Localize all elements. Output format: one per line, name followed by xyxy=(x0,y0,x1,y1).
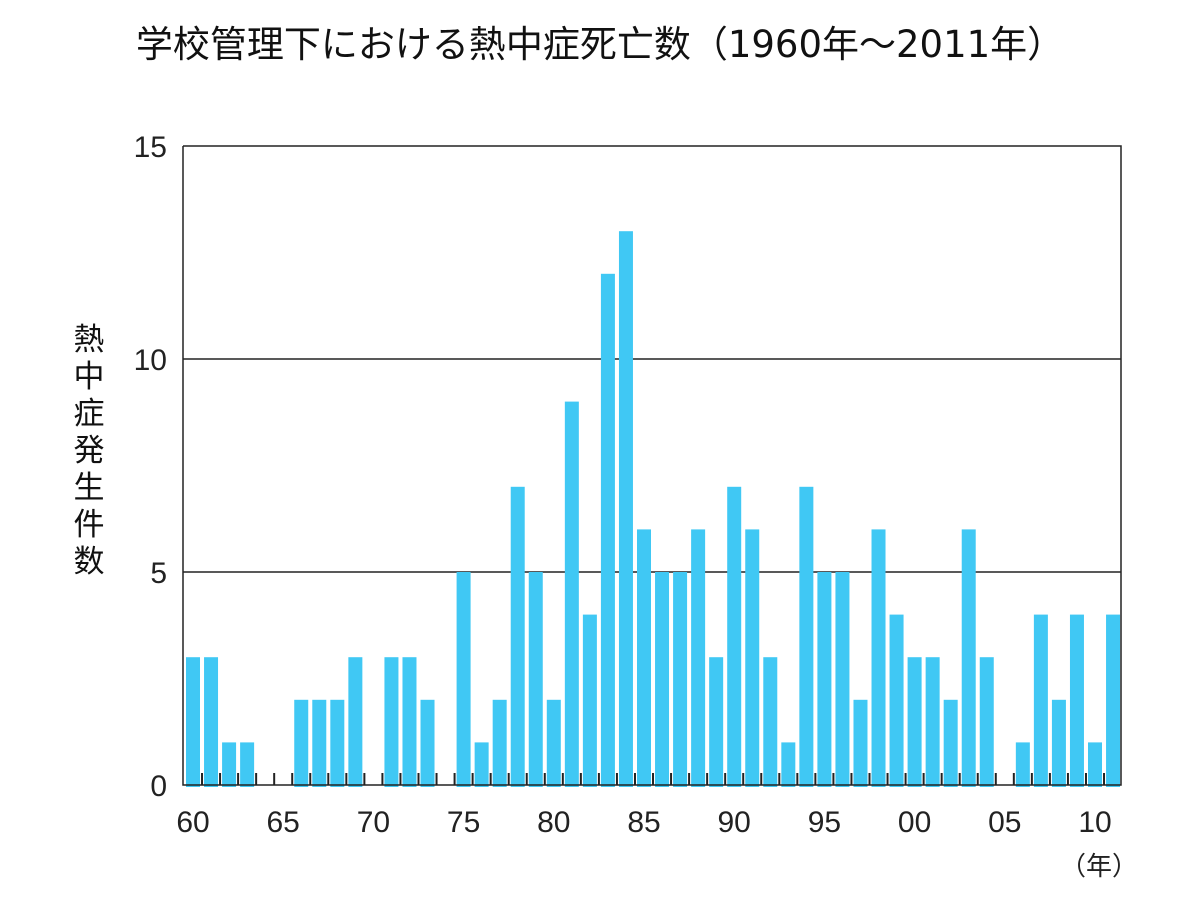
bar-1968 xyxy=(330,699,345,787)
bar-1986 xyxy=(655,572,670,787)
x-tick-label: 80 xyxy=(537,806,570,839)
bar-1973 xyxy=(420,699,435,787)
bar-1999 xyxy=(889,614,904,787)
bar-1984 xyxy=(618,231,633,787)
bar-1972 xyxy=(402,657,417,787)
bar-2010 xyxy=(1088,742,1102,787)
bar-1998 xyxy=(871,529,886,787)
y-tick-label: 0 xyxy=(150,770,167,803)
bar-2002 xyxy=(943,699,958,787)
bar-1988 xyxy=(691,529,706,787)
x-tick-label: 10 xyxy=(1078,806,1111,839)
plot-frame xyxy=(182,145,1122,786)
x-tick-label: 95 xyxy=(808,806,841,839)
bar-1969 xyxy=(348,657,363,787)
bar-1987 xyxy=(673,572,688,787)
bar-2003 xyxy=(961,529,976,787)
bar-1989 xyxy=(709,657,724,787)
bar-1975 xyxy=(456,572,471,787)
y-tick-label: 15 xyxy=(134,131,167,164)
chart-title: 学校管理下における熱中症死亡数（1960年～2011年） xyxy=(135,23,1065,66)
bar-1985 xyxy=(637,529,651,787)
y-axis-label: 熱中症発生件数 xyxy=(73,322,105,580)
bar-2000 xyxy=(907,657,922,787)
bar-1983 xyxy=(600,273,615,787)
bar-1992 xyxy=(763,657,778,787)
x-axis-label: （年） xyxy=(1060,852,1138,882)
bar-1977 xyxy=(492,699,507,787)
x-tick-label: 90 xyxy=(718,806,751,839)
bar-2007 xyxy=(1033,614,1048,787)
bar-1990 xyxy=(727,486,742,787)
bar-2004 xyxy=(979,657,994,787)
bar-1991 xyxy=(745,529,760,787)
bar-1979 xyxy=(528,572,543,787)
bar-1967 xyxy=(312,699,327,787)
x-tick-label: 00 xyxy=(898,806,931,839)
bar-2001 xyxy=(925,657,940,787)
bar-1995 xyxy=(817,572,832,787)
bar-1966 xyxy=(294,699,309,787)
bar-1980 xyxy=(546,699,561,787)
bar-2011 xyxy=(1106,614,1121,787)
y-tick-label: 5 xyxy=(150,557,167,590)
bar-2008 xyxy=(1051,699,1066,787)
bar-1993 xyxy=(781,742,796,787)
x-tick-label: 65 xyxy=(267,806,300,839)
bar-2006 xyxy=(1015,742,1030,787)
x-tick-label: 75 xyxy=(447,806,480,839)
bar-1981 xyxy=(564,401,579,787)
bar-1978 xyxy=(510,486,525,787)
bar-1960 xyxy=(186,657,200,787)
bar-1997 xyxy=(853,699,868,787)
bar-1961 xyxy=(204,657,219,787)
bar-1971 xyxy=(384,657,399,787)
x-tick-label: 85 xyxy=(627,806,660,839)
bar-1976 xyxy=(474,742,489,787)
x-tick-label: 60 xyxy=(176,806,209,839)
bar-1994 xyxy=(799,486,814,787)
bar-1962 xyxy=(222,742,237,787)
bar-1996 xyxy=(835,572,850,787)
y-tick-label: 10 xyxy=(134,344,167,377)
bar-1982 xyxy=(582,614,597,787)
x-tick-label: 05 xyxy=(988,806,1021,839)
bar-1963 xyxy=(240,742,255,787)
x-tick-label: 70 xyxy=(357,806,390,839)
bar-2009 xyxy=(1069,614,1084,787)
